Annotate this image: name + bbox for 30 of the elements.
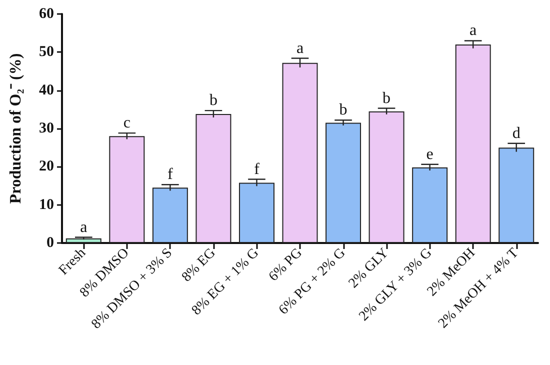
data-label: b	[382, 90, 391, 107]
data-label: c	[123, 114, 130, 132]
y-tick-label: 0	[46, 235, 54, 251]
bar	[455, 44, 491, 243]
y-tick-label: 40	[39, 82, 54, 98]
data-label: b	[209, 92, 218, 110]
y-tick-label: 60	[39, 6, 54, 22]
data-label: e	[426, 146, 434, 163]
y-tick-label: 10	[39, 196, 54, 213]
y-tick-label: 30	[39, 120, 54, 136]
bar	[326, 122, 362, 243]
bar	[282, 62, 318, 243]
bar	[368, 111, 404, 243]
bar	[66, 238, 102, 243]
y-axis-title: Production of O₂⁻ (%)	[8, 53, 24, 204]
bar	[238, 182, 274, 243]
data-label: a	[470, 22, 477, 40]
y-tick-label: 50	[39, 44, 54, 60]
bar	[152, 188, 188, 243]
data-label: a	[80, 218, 88, 236]
bar	[412, 167, 448, 243]
y-tick-label: 20	[39, 158, 54, 175]
bar	[498, 148, 534, 243]
data-label: a	[296, 40, 304, 57]
bar	[196, 114, 232, 243]
data-label: d	[512, 124, 520, 142]
bar	[109, 136, 145, 243]
data-label: b	[339, 102, 348, 119]
data-label: f	[168, 166, 174, 184]
data-label: f	[254, 160, 260, 178]
